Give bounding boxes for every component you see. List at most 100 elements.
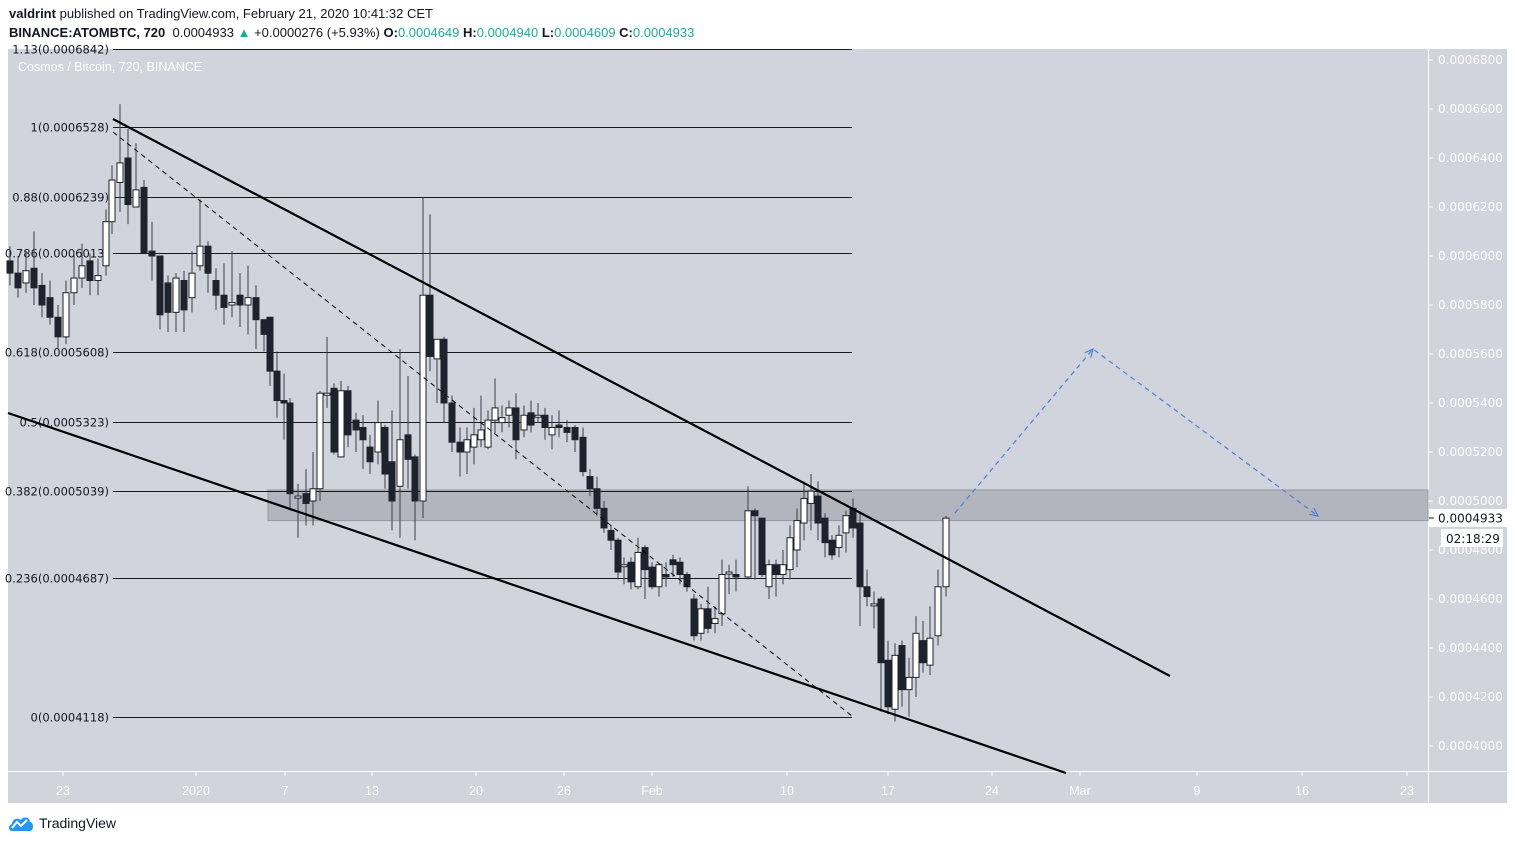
footer-brand[interactable]: TradingView <box>8 814 116 832</box>
candle-up <box>172 277 180 313</box>
candle-up <box>786 537 794 571</box>
candle-up <box>116 162 124 183</box>
ohlc-close-label: C: <box>619 25 633 40</box>
candle-down <box>212 280 220 296</box>
candle-up <box>926 637 934 666</box>
candle-down <box>352 419 360 431</box>
price-tick-label: 0.0005600 <box>1438 347 1503 361</box>
candle-up <box>70 277 78 294</box>
fibonacci-retracement[interactable]: 1.13(0.0006842) 1(0.0006528) 0.88(0.000623… <box>5 43 852 725</box>
candle-down <box>919 640 927 664</box>
candle-down <box>704 608 712 629</box>
candle-up <box>655 564 663 588</box>
candle-down <box>662 574 670 578</box>
ohlc-high-value: 0.0004940 <box>476 25 539 40</box>
candle-down <box>863 586 871 598</box>
candle-up <box>94 275 102 282</box>
candle-down <box>366 446 374 463</box>
price-tick-label: 0.0006600 <box>1438 102 1503 116</box>
candle-down <box>648 566 656 588</box>
projection-path[interactable] <box>954 347 1320 517</box>
candle-down <box>86 260 94 281</box>
projection-arrow-icon <box>1309 507 1320 517</box>
candle-down <box>758 517 766 576</box>
fib-level-label: 0.786(0.0006013) <box>5 247 109 261</box>
candle-down <box>690 598 698 637</box>
chart-watermark: Cosmos / Bitcoin, 720, BINANCE <box>18 60 202 74</box>
candle-up <box>793 520 801 551</box>
candle-up <box>718 574 726 615</box>
candle-down <box>448 402 456 443</box>
candle-down <box>579 436 587 473</box>
candle-up <box>108 179 116 223</box>
time-tick-label: 2020 <box>182 784 210 798</box>
candle-down <box>563 427 571 433</box>
candle-up <box>800 498 808 524</box>
candle-up <box>744 510 752 578</box>
author-name[interactable]: valdrint <box>9 6 56 21</box>
candle-up <box>891 654 899 710</box>
time-axis[interactable] <box>8 772 1507 803</box>
candle-down <box>302 493 310 504</box>
candle-down <box>6 260 14 274</box>
lower-channel-line[interactable] <box>7 411 1067 775</box>
candle-up <box>294 495 302 499</box>
candle-up <box>534 414 542 418</box>
candle-down <box>732 574 740 578</box>
candle-down <box>252 297 260 321</box>
candle-up <box>934 586 942 637</box>
candle-down <box>614 539 622 573</box>
candle-up <box>807 490 815 504</box>
candle-down <box>30 267 38 289</box>
upper-channel-line[interactable] <box>112 118 1171 677</box>
candle-up <box>912 632 920 678</box>
published-text: published on TradingView.com, February 2… <box>59 6 433 21</box>
candle-up <box>835 534 843 549</box>
candle-down <box>46 297 54 318</box>
candle-down <box>388 461 396 502</box>
candle-down <box>527 412 535 426</box>
candle-down <box>541 414 549 428</box>
candle-down <box>555 424 563 428</box>
trendlines[interactable] <box>7 118 1171 775</box>
candle-up <box>78 265 86 279</box>
candle-up <box>491 407 499 421</box>
candle-down <box>877 598 885 664</box>
time-tick-label: 13 <box>365 784 379 798</box>
candle-down <box>404 434 412 460</box>
candle-down <box>156 255 164 316</box>
price-axis[interactable] <box>1428 49 1507 771</box>
candle-up <box>22 270 30 284</box>
candle-up <box>433 338 441 360</box>
candle-up <box>620 564 628 568</box>
fib-diagonal-line[interactable] <box>112 131 853 717</box>
time-tick-label: 23 <box>1400 784 1414 798</box>
brand-name: TradingView <box>39 815 117 831</box>
candle-down <box>164 282 172 313</box>
candle-down <box>814 495 822 524</box>
candle-up <box>905 676 913 691</box>
candle-up <box>942 517 950 588</box>
time-tick-label: Feb <box>641 784 663 798</box>
candle-up <box>842 515 850 534</box>
candle-down <box>593 488 601 509</box>
fib-level-label: 0.88(0.0006239) <box>12 191 109 205</box>
candle-down <box>273 370 281 402</box>
candle-down <box>683 574 691 588</box>
time-tick-label: 23 <box>56 784 70 798</box>
candle-up <box>520 414 528 431</box>
fib-level-label: 0(0.0004118) <box>31 711 109 725</box>
candle-down <box>426 294 434 357</box>
fib-level-label: 0.618(0.0005608) <box>5 346 109 360</box>
time-tick-label: 17 <box>881 784 895 798</box>
candle-down <box>266 316 274 372</box>
time-tick-label: 7 <box>282 784 289 798</box>
price-tick-label: 0.0006400 <box>1438 151 1503 165</box>
chart-pane[interactable] <box>8 49 1428 771</box>
time-tick-label: 20 <box>469 784 483 798</box>
candle-down <box>627 561 635 583</box>
candle-up <box>477 429 485 441</box>
candle-up <box>323 392 331 396</box>
fib-level-label: 0.5(0.0005323) <box>20 416 109 430</box>
